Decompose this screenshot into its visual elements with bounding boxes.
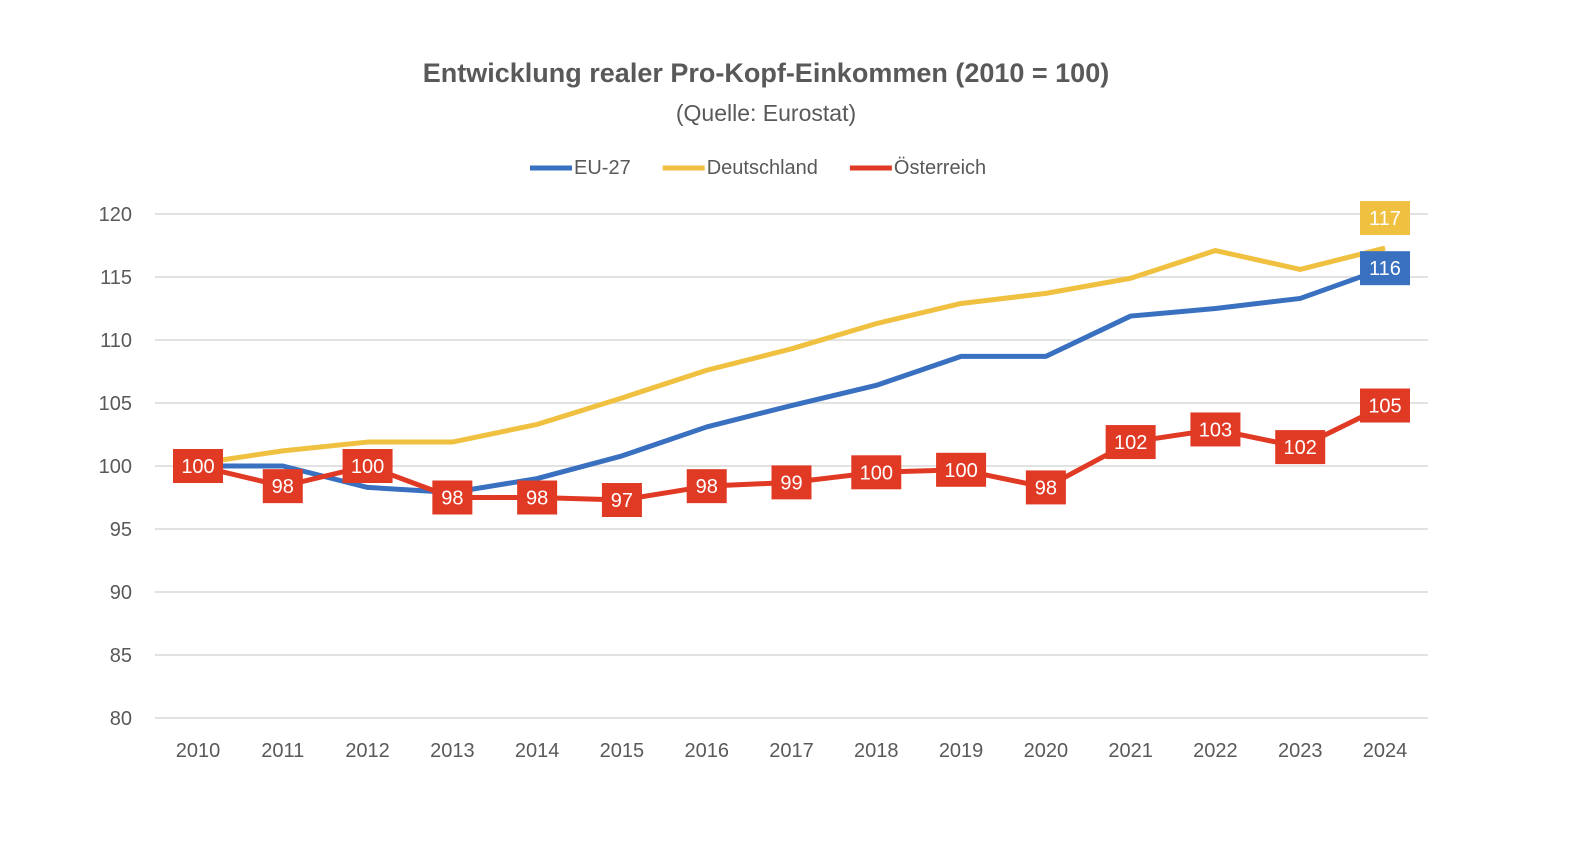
x-tick-label: 2020	[1024, 740, 1069, 762]
x-tick-label: 2011	[261, 740, 304, 762]
x-tick-label: 2023	[1278, 740, 1323, 762]
data-label: 98	[1035, 477, 1057, 499]
series-line-EU-27	[198, 265, 1386, 495]
data-label-box	[1360, 251, 1410, 286]
data-label: 99	[780, 472, 802, 494]
data-label: 98	[441, 488, 463, 510]
y-tick-label: 115	[100, 267, 132, 289]
y-tick-label: 120	[99, 204, 132, 226]
y-tick-label: 105	[99, 393, 132, 415]
x-tick-label: 2017	[769, 740, 814, 762]
y-tick-label: 95	[110, 519, 132, 541]
data-label-box	[517, 480, 558, 515]
x-tick-label: 2021	[1108, 740, 1153, 762]
data-label-box	[1105, 425, 1156, 460]
x-tick-label: 2018	[854, 740, 899, 762]
y-tick-label: 90	[110, 582, 132, 604]
data-label-box	[851, 455, 902, 490]
x-tick-label: 2019	[939, 740, 984, 762]
data-label: 100	[181, 456, 214, 478]
data-label-box	[1360, 201, 1410, 236]
data-label: 105	[1368, 396, 1401, 418]
data-label: 98	[696, 476, 718, 498]
y-tick-label: 85	[110, 645, 132, 667]
x-tick-label: 2012	[345, 740, 390, 762]
data-label-box	[1275, 430, 1326, 465]
data-label: 98	[272, 476, 294, 498]
data-label-box	[771, 465, 812, 500]
data-label: 98	[526, 488, 548, 510]
legend-label: EU-27	[574, 157, 631, 179]
x-tick-label: 2016	[684, 740, 729, 762]
data-label: 100	[860, 462, 893, 484]
y-tick-label: 100	[99, 456, 132, 478]
data-label: 100	[351, 456, 384, 478]
data-label-box	[342, 449, 393, 483]
data-label-box	[173, 449, 223, 483]
data-label-box	[1360, 388, 1410, 423]
data-label: 97	[611, 490, 633, 512]
data-label: 102	[1114, 432, 1147, 454]
x-tick-label: 2010	[176, 740, 221, 762]
series-line-Deutschland	[197, 245, 1386, 466]
data-label-box	[936, 452, 987, 487]
data-label: 116	[1369, 258, 1401, 280]
data-label-box	[432, 480, 473, 515]
data-label-box	[1025, 470, 1066, 505]
y-tick-label: 110	[100, 330, 132, 352]
x-tick-label: 2022	[1193, 740, 1238, 762]
chart-subtitle: (Quelle: Eurostat)	[675, 100, 857, 126]
x-tick-label: 2015	[600, 740, 645, 762]
data-label-box	[686, 469, 727, 504]
data-label-box	[262, 469, 303, 504]
data-label: 103	[1199, 419, 1232, 441]
legend-label: Österreich	[894, 157, 986, 179]
legend-label: Deutschland	[707, 157, 818, 179]
x-tick-label: 2024	[1363, 740, 1408, 762]
data-label-box	[601, 483, 642, 518]
data-label-box	[1190, 412, 1241, 447]
data-label: 102	[1284, 437, 1317, 459]
chart-title: Entwicklung realer Pro-Kopf-Einkommen (2…	[422, 58, 1110, 88]
y-tick-label: 80	[110, 708, 132, 730]
x-tick-label: 2013	[430, 740, 475, 762]
x-tick-label: 2014	[515, 740, 560, 762]
data-label: 117	[1369, 208, 1401, 230]
data-label: 100	[944, 460, 977, 482]
